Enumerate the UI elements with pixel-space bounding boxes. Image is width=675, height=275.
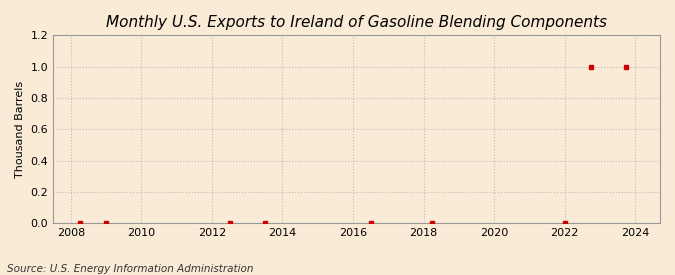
Y-axis label: Thousand Barrels: Thousand Barrels [15, 81, 25, 178]
Text: Source: U.S. Energy Information Administration: Source: U.S. Energy Information Administ… [7, 264, 253, 274]
Title: Monthly U.S. Exports to Ireland of Gasoline Blending Components: Monthly U.S. Exports to Ireland of Gasol… [106, 15, 607, 30]
